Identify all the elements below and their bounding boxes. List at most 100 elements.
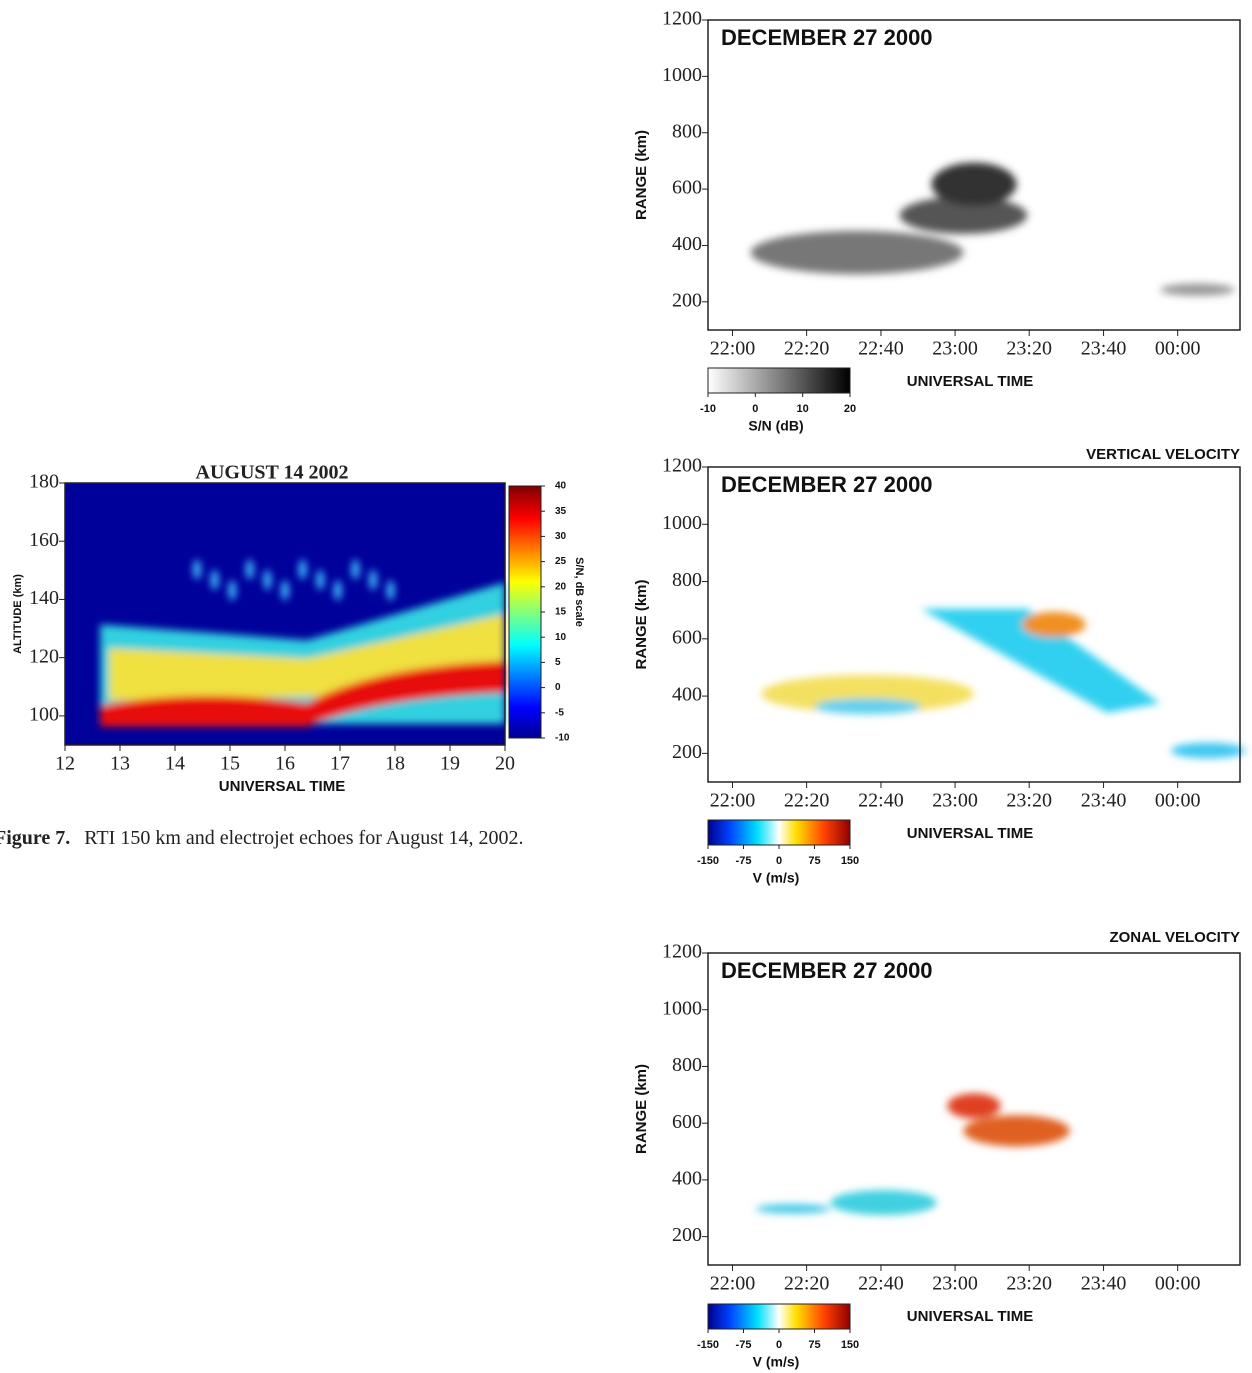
colorbar-tick-label: 5 bbox=[555, 657, 561, 668]
colorbar-tick-label: 15 bbox=[555, 607, 567, 618]
x-tick-label: 00:00 bbox=[1155, 338, 1201, 360]
echo-patch bbox=[333, 580, 342, 601]
x-tick-label: 23:40 bbox=[1081, 1273, 1127, 1295]
colorbar bbox=[508, 485, 542, 739]
colorbar bbox=[707, 1303, 851, 1330]
echo-patch bbox=[947, 1093, 1001, 1119]
x-tick-label: 22:00 bbox=[710, 790, 756, 812]
chart-subtitle: ZONAL VELOCITY bbox=[1109, 929, 1240, 946]
y-tick-label: 600 bbox=[672, 1111, 702, 1133]
x-tick-label: 22:00 bbox=[710, 338, 756, 360]
echo-patch bbox=[1160, 283, 1235, 296]
y-tick-label: 1200 bbox=[662, 8, 702, 30]
colorbar bbox=[707, 819, 851, 846]
plot-frame bbox=[707, 466, 1241, 783]
x-tick-label: 13 bbox=[110, 753, 130, 775]
colorbar-tick-label: 0 bbox=[752, 403, 758, 415]
x-tick-label: 18 bbox=[385, 753, 405, 775]
echo-layer bbox=[750, 162, 1235, 296]
x-tick-label: 22:20 bbox=[784, 790, 830, 812]
x-tick-label: 22:20 bbox=[784, 1273, 830, 1295]
colorbar-tick-label: 10 bbox=[797, 403, 809, 415]
echo-patch bbox=[210, 569, 219, 590]
echo-patch bbox=[755, 1204, 831, 1214]
caption: Figure 7. RTI 150 km and electrojet echoe… bbox=[0, 826, 606, 850]
x-tick-label: 22:00 bbox=[710, 1273, 756, 1295]
echo-patch bbox=[263, 569, 272, 590]
colorbar-tick-label: 10 bbox=[555, 632, 567, 643]
x-tick-label: 23:20 bbox=[1006, 790, 1052, 812]
x-tick-label: 22:40 bbox=[858, 790, 904, 812]
x-tick-label: 22:40 bbox=[858, 1273, 904, 1295]
x-axis-label: UNIVERSAL TIME bbox=[907, 825, 1033, 842]
echo-patch bbox=[281, 580, 289, 601]
colorbar-tick-label: -10 bbox=[555, 733, 570, 744]
echo-patch bbox=[316, 569, 325, 590]
y-tick-label: 1000 bbox=[662, 997, 702, 1019]
y-tick-label: 400 bbox=[672, 1168, 702, 1190]
colorbar-tick-label: -150 bbox=[697, 855, 719, 867]
chart-title: AUGUST 14 2002 bbox=[196, 462, 349, 484]
x-tick-label: 20 bbox=[495, 753, 515, 775]
echo-patch bbox=[963, 1115, 1070, 1147]
x-tick-label: 23:40 bbox=[1081, 790, 1127, 812]
echo-patch bbox=[1170, 742, 1246, 759]
x-tick-label: 00:00 bbox=[1155, 1273, 1201, 1295]
y-tick-label: 800 bbox=[672, 1054, 702, 1076]
colorbar-tick-label: 35 bbox=[555, 506, 567, 517]
colorbar-tick-label: -75 bbox=[736, 855, 752, 867]
echo-patch bbox=[750, 230, 964, 275]
echo-patch bbox=[814, 698, 921, 715]
y-tick-label: 120 bbox=[29, 645, 59, 667]
colorbar-label: V (m/s) bbox=[753, 1354, 800, 1370]
x-tick-label: 12 bbox=[55, 753, 75, 775]
y-axis-label: RANGE (km) bbox=[633, 130, 650, 220]
x-tick-label: 23:20 bbox=[1006, 338, 1052, 360]
echo-patch bbox=[899, 196, 1028, 234]
y-axis-label: ALTITUDE (km) bbox=[12, 574, 24, 654]
colorbar-tick-label: 40 bbox=[555, 481, 567, 492]
echo-patch bbox=[931, 162, 1017, 206]
colorbar-tick-label: 0 bbox=[555, 682, 561, 693]
y-tick-label: 1200 bbox=[662, 455, 702, 477]
y-tick-label: 800 bbox=[672, 569, 702, 591]
chart-title: DECEMBER 27 2000 bbox=[721, 472, 933, 497]
colorbar-tick-label: -150 bbox=[697, 1339, 719, 1351]
x-tick-label: 23:00 bbox=[932, 790, 978, 812]
x-tick-label: 22:40 bbox=[858, 338, 904, 360]
y-tick-label: 600 bbox=[672, 177, 702, 199]
x-axis-label: UNIVERSAL TIME bbox=[907, 1308, 1033, 1325]
y-tick-label: 200 bbox=[672, 741, 702, 763]
x-tick-label: 00:00 bbox=[1155, 790, 1201, 812]
colorbar-tick-label: -75 bbox=[736, 1339, 752, 1351]
x-tick-label: 23:00 bbox=[932, 1273, 978, 1295]
x-tick-label: 15 bbox=[220, 753, 240, 775]
caption-label: Figure 7. bbox=[0, 827, 71, 849]
y-tick-label: 400 bbox=[672, 233, 702, 255]
plot-frame bbox=[707, 19, 1241, 331]
y-tick-label: 800 bbox=[672, 120, 702, 142]
y-tick-label: 400 bbox=[672, 684, 702, 706]
y-tick-label: 160 bbox=[29, 529, 59, 551]
y-tick-label: 1000 bbox=[662, 64, 702, 86]
colorbar-tick-label: 0 bbox=[776, 855, 782, 867]
y-tick-label: 200 bbox=[672, 1224, 702, 1246]
echo-layer bbox=[755, 1093, 1070, 1216]
chart-title: DECEMBER 27 2000 bbox=[721, 958, 933, 983]
y-tick-label: 200 bbox=[672, 289, 702, 311]
plot-frame bbox=[707, 952, 1241, 1266]
colorbar-tick-label: 150 bbox=[841, 855, 859, 867]
colorbar-label: S/N, dB scale bbox=[573, 557, 585, 627]
chart-subtitle: VERTICAL VELOCITY bbox=[1086, 446, 1240, 463]
colorbar-tick-label: 150 bbox=[841, 1339, 859, 1351]
echo-layer bbox=[100, 559, 505, 727]
colorbar-tick-label: 20 bbox=[555, 581, 567, 592]
y-tick-label: 1000 bbox=[662, 512, 702, 534]
colorbar-tick-label: 75 bbox=[808, 855, 820, 867]
colorbar-label: V (m/s) bbox=[753, 870, 800, 886]
x-tick-label: 16 bbox=[275, 753, 295, 775]
y-tick-label: 100 bbox=[29, 703, 59, 725]
